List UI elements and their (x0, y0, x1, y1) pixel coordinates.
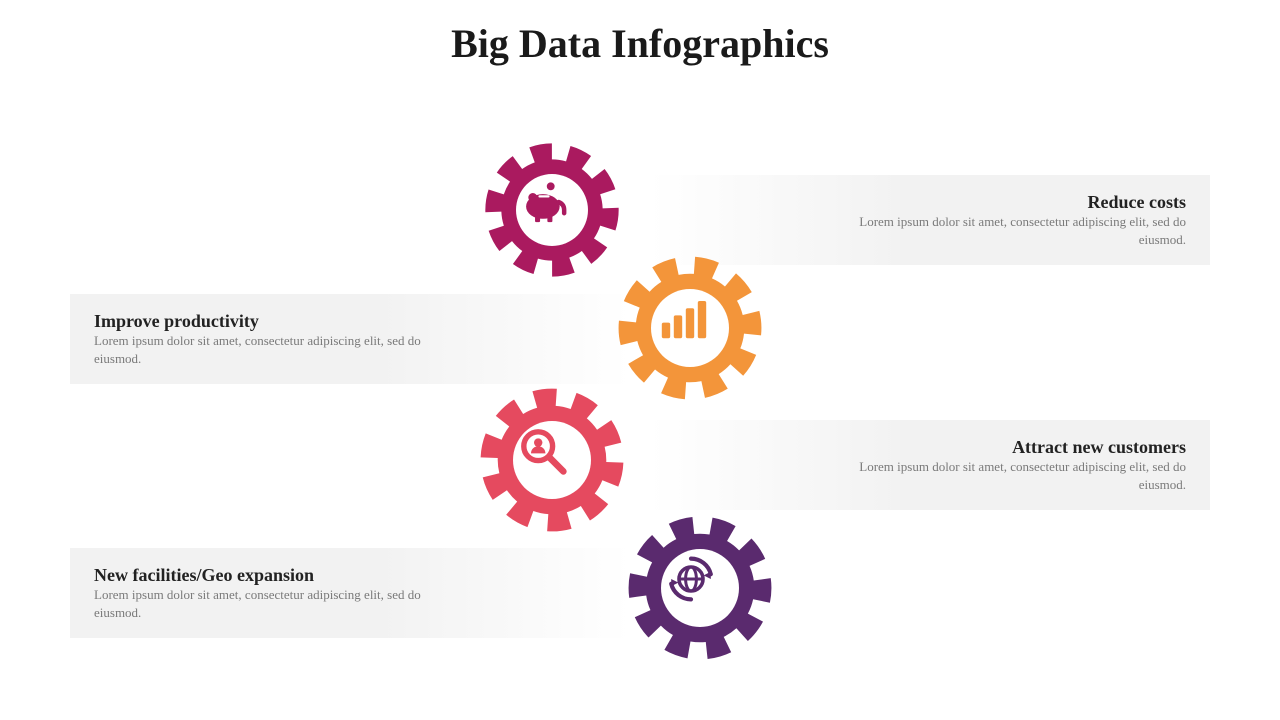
infographic-stage: Big Data Infographics Reduce costsLorem … (0, 0, 1280, 720)
info-heading: Attract new customers (674, 437, 1186, 458)
info-bar-reduce-costs: Reduce costsLorem ipsum dolor sit amet, … (650, 175, 1210, 265)
info-body: Lorem ipsum dolor sit amet, consectetur … (846, 213, 1186, 248)
gear-hub (661, 549, 739, 627)
info-body: Lorem ipsum dolor sit amet, consectetur … (94, 332, 434, 367)
page-title: Big Data Infographics (0, 20, 1280, 67)
gear-reduce-costs (482, 140, 622, 280)
info-heading: New facilities/Geo expansion (94, 565, 606, 586)
info-bar-improve-productivity: Improve productivityLorem ipsum dolor si… (70, 294, 630, 384)
info-heading: Reduce costs (674, 192, 1186, 213)
gear-hub (651, 289, 729, 367)
gear-attract-new-customers (477, 385, 627, 535)
gear-new-facilities (625, 513, 775, 663)
info-bar-attract-new-customers: Attract new customersLorem ipsum dolor s… (650, 420, 1210, 510)
gear-hub (513, 421, 591, 499)
info-heading: Improve productivity (94, 311, 606, 332)
info-body: Lorem ipsum dolor sit amet, consectetur … (94, 586, 434, 621)
info-bar-new-facilities: New facilities/Geo expansionLorem ipsum … (70, 548, 630, 638)
info-body: Lorem ipsum dolor sit amet, consectetur … (846, 458, 1186, 493)
gear-improve-productivity (615, 253, 765, 403)
